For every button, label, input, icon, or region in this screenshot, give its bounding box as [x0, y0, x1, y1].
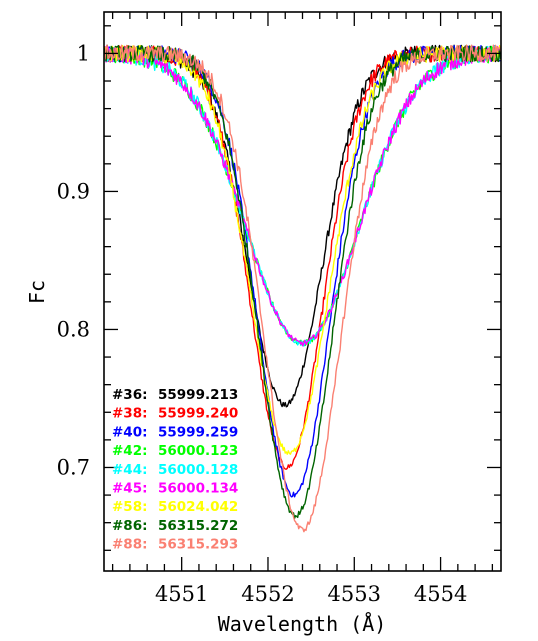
legend-id: #88: — [112, 537, 148, 553]
x-axis-label: Wavelength (Å) — [218, 612, 387, 636]
legend-id: #40: — [112, 424, 148, 440]
x-tick-label: 4551 — [155, 582, 208, 606]
series-line-5 — [104, 45, 501, 347]
legend-date: 56315.272 — [158, 518, 238, 534]
series-line-4 — [104, 45, 501, 347]
ticks-layer: 4551 4552 4553 4554 0.7 0.8 0.9 1 — [57, 12, 501, 606]
y-tick-label: 1 — [77, 41, 90, 65]
legend-date: 55999.213 — [158, 387, 238, 403]
y-tick-label: 0.8 — [57, 317, 90, 341]
legend-id: #58: — [112, 499, 148, 515]
y-axis-label: Fc — [25, 280, 49, 304]
legend: #36: 55999.213 #38: 55999.240 #40: 55999.259 #… — [112, 387, 238, 553]
legend-date: 56000.134 — [158, 481, 238, 497]
legend-id: #42: — [112, 443, 148, 459]
legend-date: 56315.293 — [158, 537, 238, 553]
series-line-0 — [104, 44, 501, 408]
legend-id: #86: — [112, 518, 148, 534]
x-tick-label: 4552 — [241, 582, 294, 606]
y-tick-label: 0.9 — [57, 179, 90, 203]
legend-id: #44: — [112, 462, 148, 478]
legend-id: #36: — [112, 387, 148, 403]
legend-id: #45: — [112, 481, 148, 497]
legend-date: 55999.259 — [158, 424, 238, 440]
legend-date: 56000.123 — [158, 443, 238, 459]
series-line-8 — [104, 44, 501, 533]
legend-date: 56024.042 — [158, 499, 238, 515]
series-line-3 — [104, 45, 501, 347]
legend-date: 55999.240 — [158, 406, 238, 422]
series-line-7 — [104, 44, 501, 519]
x-tick-label: 4553 — [328, 582, 381, 606]
legend-date: 56000.128 — [158, 462, 238, 478]
x-tick-label: 4554 — [414, 582, 467, 606]
y-tick-label: 0.7 — [57, 455, 90, 479]
series-layer — [104, 44, 501, 533]
legend-id: #38: — [112, 406, 148, 422]
